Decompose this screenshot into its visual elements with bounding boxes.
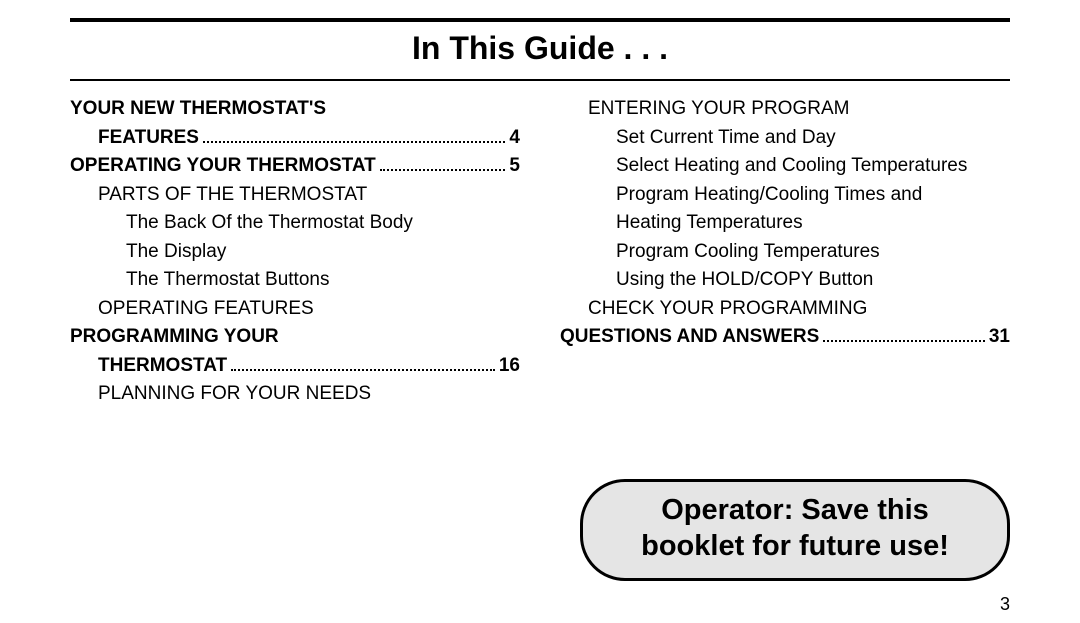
mid-rule — [70, 79, 1010, 81]
toc-row: Heating Temperatures — [560, 209, 1010, 238]
toc-label: Program Heating/Cooling Times and — [560, 181, 922, 210]
toc-label: The Thermostat Buttons — [70, 266, 329, 295]
toc-right-column: ENTERING YOUR PROGRAMSet Current Time an… — [560, 95, 1010, 409]
page-title: In This Guide . . . — [70, 30, 1010, 67]
toc-row: QUESTIONS AND ANSWERS 31 — [560, 323, 1010, 352]
toc-label: FEATURES — [70, 124, 199, 153]
toc-row: The Back Of the Thermostat Body — [70, 209, 520, 238]
toc-label: THERMOSTAT — [70, 352, 227, 381]
toc-page-number: 5 — [509, 152, 520, 181]
toc-dot-leader — [231, 369, 495, 371]
toc-label: The Display — [70, 238, 226, 267]
toc-label: Using the HOLD/COPY Button — [560, 266, 873, 295]
operator-callout: Operator: Save this booklet for future u… — [580, 479, 1010, 582]
toc-page-number: 31 — [989, 323, 1010, 352]
toc-label: QUESTIONS AND ANSWERS — [560, 323, 819, 352]
toc-row: The Display — [70, 238, 520, 267]
toc-label: YOUR NEW THERMOSTAT'S — [70, 95, 326, 124]
toc-left-column: YOUR NEW THERMOSTAT'SFEATURES4OPERATING … — [70, 95, 520, 409]
toc-row: Program Heating/Cooling Times and — [560, 181, 1010, 210]
toc-label: Select Heating and Cooling Temperatures — [560, 152, 967, 181]
toc-row: OPERATING YOUR THERMOSTAT 5 — [70, 152, 520, 181]
toc-row: Select Heating and Cooling Temperatures — [560, 152, 1010, 181]
toc-row: CHECK YOUR PROGRAMMING — [560, 295, 1010, 324]
toc-page-number: 16 — [499, 352, 520, 381]
toc-label: ENTERING YOUR PROGRAM — [560, 95, 849, 124]
toc-row: PLANNING FOR YOUR NEEDS — [70, 380, 520, 409]
toc-label: The Back Of the Thermostat Body — [70, 209, 413, 238]
toc-label: Heating Temperatures — [560, 209, 803, 238]
toc-row: Using the HOLD/COPY Button — [560, 266, 1010, 295]
toc-dot-leader — [823, 340, 985, 342]
toc-row: The Thermostat Buttons — [70, 266, 520, 295]
toc-row: ENTERING YOUR PROGRAM — [560, 95, 1010, 124]
toc-columns: YOUR NEW THERMOSTAT'SFEATURES4OPERATING … — [70, 95, 1010, 409]
toc-dot-leader — [203, 141, 505, 143]
toc-label: Set Current Time and Day — [560, 124, 836, 153]
toc-label: Program Cooling Temperatures — [560, 238, 880, 267]
toc-row: YOUR NEW THERMOSTAT'S — [70, 95, 520, 124]
guide-page: In This Guide . . . YOUR NEW THERMOSTAT'… — [0, 0, 1080, 419]
toc-row: THERMOSTAT 16 — [70, 352, 520, 381]
toc-row: PROGRAMMING YOUR — [70, 323, 520, 352]
toc-label: PROGRAMMING YOUR — [70, 323, 279, 352]
toc-row: OPERATING FEATURES — [70, 295, 520, 324]
toc-dot-leader — [380, 169, 506, 171]
page-number: 3 — [1000, 594, 1010, 615]
toc-label: OPERATING FEATURES — [70, 295, 314, 324]
toc-label: OPERATING YOUR THERMOSTAT — [70, 152, 376, 181]
toc-row: FEATURES 4 — [70, 124, 520, 153]
toc-label: PARTS OF THE THERMOSTAT — [70, 181, 367, 210]
toc-row: Program Cooling Temperatures — [560, 238, 1010, 267]
toc-row: Set Current Time and Day — [560, 124, 1010, 153]
top-rule — [70, 18, 1010, 22]
toc-label: CHECK YOUR PROGRAMMING — [560, 295, 867, 324]
toc-label: PLANNING FOR YOUR NEEDS — [70, 380, 371, 409]
toc-page-number: 4 — [509, 124, 520, 153]
toc-row: PARTS OF THE THERMOSTAT — [70, 181, 520, 210]
